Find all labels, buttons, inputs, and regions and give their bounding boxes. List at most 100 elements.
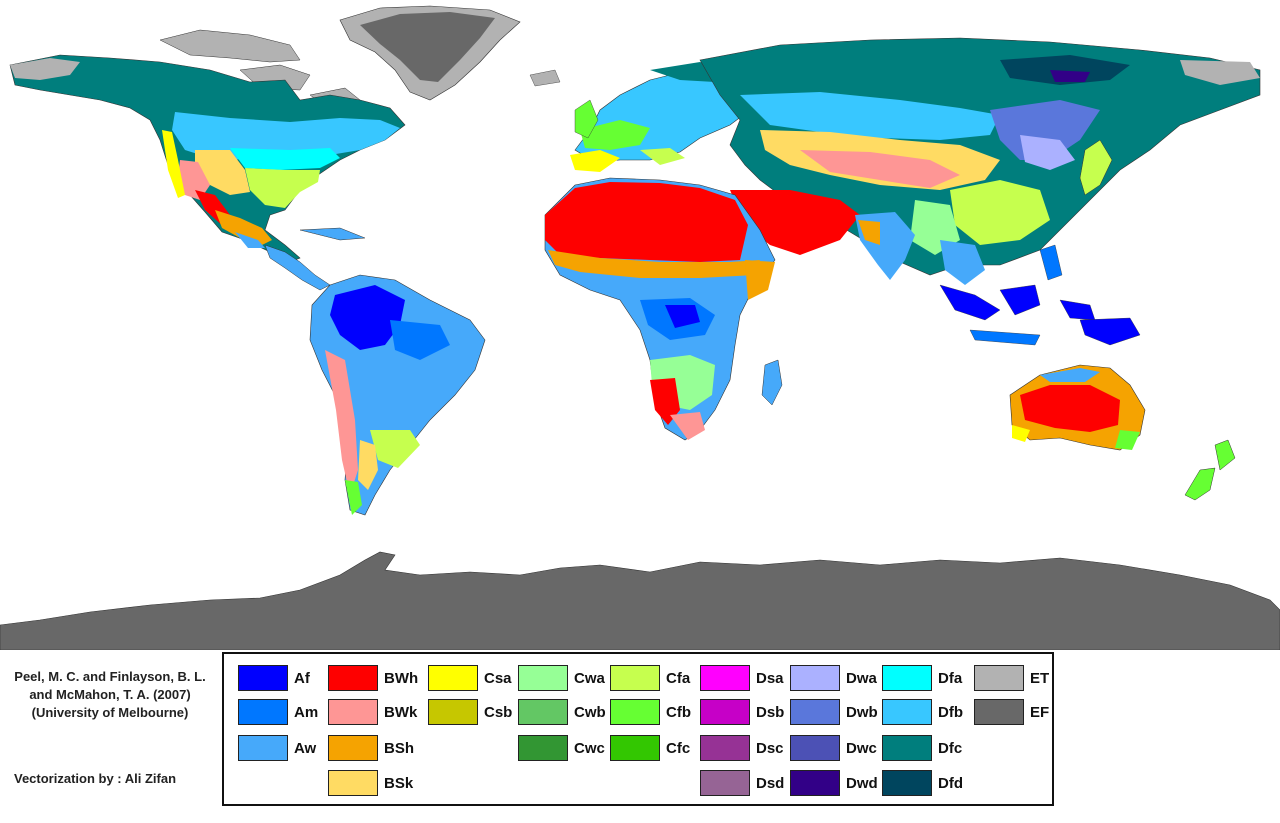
legend-item-et: ET [974,664,1049,692]
legend-item-dsb: Dsb [700,698,784,726]
legend-swatch-dfc [882,735,932,761]
citation-line3: (University of Melbourne) [31,705,189,720]
legend-label-dsb: Dsb [756,703,785,721]
legend-item-dsa: Dsa [700,664,784,692]
legend-item-am: Am [238,698,318,726]
citation-line2: and McMahon, T. A. (2007) [29,687,191,702]
legend-swatch-aw [238,735,288,761]
legend-swatch-cwb [518,699,568,725]
legend-swatch-dsd [700,770,750,796]
legend-label-dwc: Dwc [846,739,877,757]
legend-label-am: Am [294,703,319,721]
legend-swatch-bwk [328,699,378,725]
maritime-southeast-asia [939,244,1141,346]
legend-item-csa: Csa [428,664,512,692]
british-isles-iceland [529,69,599,139]
legend-label-ef: EF [1030,703,1050,721]
legend-label-csa: Csa [484,669,512,687]
world-climate-map [0,5,1280,650]
legend-label-bwh: BWh [384,669,419,687]
legend-label-bsk: BSk [384,774,414,792]
legend-item-cfa: Cfa [610,664,690,692]
legend-item-bsk: BSk [328,769,413,797]
legend-label-dwb: Dwb [846,703,878,721]
legend-item-ef: EF [974,698,1049,726]
legend-swatch-dsb [700,699,750,725]
legend-item-cfb: Cfb [610,698,691,726]
legend-swatch-dfa [882,665,932,691]
legend-item-dfc: Dfc [882,734,962,762]
legend-label-cfc: Cfc [666,739,691,757]
legend-swatch-cfc [610,735,660,761]
legend-item-aw: Aw [238,734,316,762]
antarctica [0,551,1280,650]
legend-swatch-dwb [790,699,840,725]
legend-label-bwk: BWk [384,703,418,721]
legend-item-dsd: Dsd [700,769,784,797]
legend-label-cwb: Cwb [574,703,606,721]
legend-item-dfb: Dfb [882,698,963,726]
legend-swatch-cwc [518,735,568,761]
legend-swatch-csa [428,665,478,691]
citation-line1: Peel, M. C. and Finlayson, B. L. [14,669,206,684]
legend-swatch-dsa [700,665,750,691]
legend-swatch-dwd [790,770,840,796]
south-america [309,274,486,516]
legend-label-dwa: Dwa [846,669,877,687]
legend-swatch-dwa [790,665,840,691]
africa [544,177,783,441]
greenland [339,5,521,101]
legend-label-dsa: Dsa [756,669,784,687]
legend-item-cfc: Cfc [610,734,690,762]
legend-swatch-cfa [610,665,660,691]
legend-label-cfa: Cfa [666,669,691,687]
legend-item-dwc: Dwc [790,734,877,762]
legend-label-cwc: Cwc [574,739,605,757]
legend-item-dsc: Dsc [700,734,784,762]
australia [1009,364,1146,451]
legend-label-af: Af [294,669,310,687]
legend-swatch-dfd [882,770,932,796]
legend-item-dwd: Dwd [790,769,878,797]
legend-item-cwa: Cwa [518,664,605,692]
legend-swatch-et [974,665,1024,691]
legend-item-csb: Csb [428,698,512,726]
citation: Peel, M. C. and Finlayson, B. L. and McM… [0,668,220,722]
legend-item-dwb: Dwb [790,698,878,726]
legend-label-et: ET [1030,669,1050,687]
legend-swatch-cwa [518,665,568,691]
legend-label-aw: Aw [294,739,317,757]
legend-label-dfb: Dfb [938,703,963,721]
legend-item-dwa: Dwa [790,664,877,692]
legend-label-dfc: Dfc [938,739,963,757]
legend-swatch-af [238,665,288,691]
central-america [264,227,366,291]
legend-swatch-am [238,699,288,725]
asia [699,37,1261,285]
legend-label-dfa: Dfa [938,669,963,687]
legend-item-bwk: BWk [328,698,417,726]
legend-swatch-bsh [328,735,378,761]
legend-item-bwh: BWh [328,664,418,692]
legend-label-dsd: Dsd [756,774,785,792]
legend-item-dfd: Dfd [882,769,963,797]
legend-item-dfa: Dfa [882,664,962,692]
legend-swatch-dfb [882,699,932,725]
legend-label-cfb: Cfb [666,703,691,721]
vectorization-credit: Vectorization by : Ali Zifan [14,771,177,786]
legend-swatch-dsc [700,735,750,761]
legend-item-af: Af [238,664,310,692]
legend-label-cwa: Cwa [574,669,605,687]
legend-label-dsc: Dsc [756,739,784,757]
legend-swatch-bsk [328,770,378,796]
legend-swatch-csb [428,699,478,725]
legend-swatch-bwh [328,665,378,691]
legend-label-csb: Csb [484,703,513,721]
credits: Peel, M. C. and Finlayson, B. L. and McM… [0,660,220,786]
legend-swatch-ef [974,699,1024,725]
legend-swatch-cfb [610,699,660,725]
legend-label-dfd: Dfd [938,774,963,792]
climate-legend: Af Am Aw BWh BWk BSh BSk Csa Csb Cwa Cwb Cwc Cfa Cfb C… [222,652,1054,806]
legend-swatch-dwc [790,735,840,761]
north-america [9,54,406,263]
